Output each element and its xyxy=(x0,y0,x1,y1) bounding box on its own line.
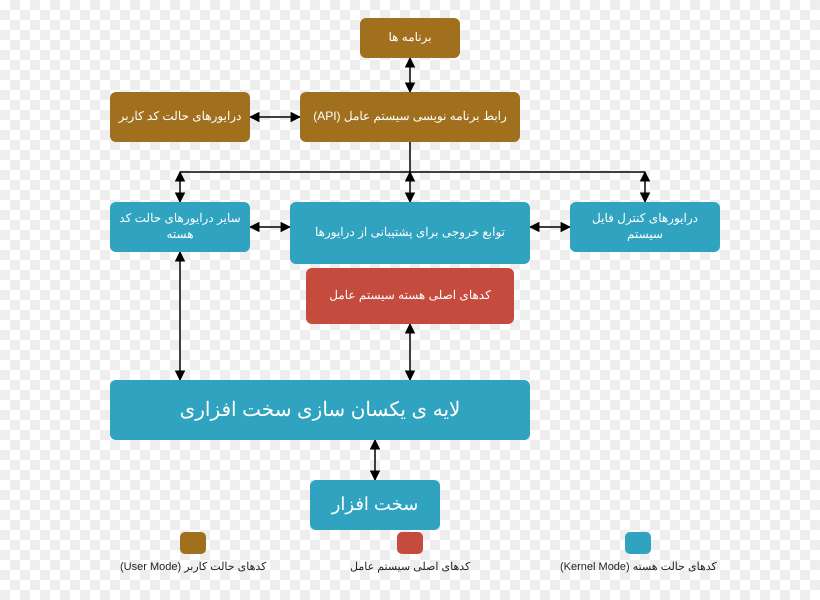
legend-swatch xyxy=(180,532,206,554)
legend-label: کدهای اصلی سیستم عامل xyxy=(350,560,470,573)
legend-swatch xyxy=(397,532,423,554)
legend-label: کدهای حالت کاربر (User Mode) xyxy=(120,560,266,573)
legend-item-2: کدهای حالت هسته (Kernel Mode) xyxy=(560,532,717,573)
legend-label: کدهای حالت هسته (Kernel Mode) xyxy=(560,560,717,573)
node-fsdrv: درایورهای کنترل فایل سیستم xyxy=(570,202,720,252)
node-apps: برنامه ها xyxy=(360,18,460,58)
node-exports: توابع خروجی برای پشتیبانی از درایورها xyxy=(290,202,530,264)
node-hal: لایه ی یکسان سازی سخت افزاری xyxy=(110,380,530,440)
node-hw: سخت افزار xyxy=(310,480,440,530)
node-kmdrv: سایر درایورهای حالت کد هسته xyxy=(110,202,250,252)
legend-swatch xyxy=(625,532,651,554)
node-api: رابط برنامه نویسی سیستم عامل (API) xyxy=(300,92,520,142)
legend-item-0: کدهای حالت کاربر (User Mode) xyxy=(120,532,266,573)
node-umdrv: درایورهای حالت کد کاربر xyxy=(110,92,250,142)
legend-item-1: کدهای اصلی سیستم عامل xyxy=(350,532,470,573)
node-core: کدهای اصلی هسته سیستم عامل xyxy=(306,268,514,324)
